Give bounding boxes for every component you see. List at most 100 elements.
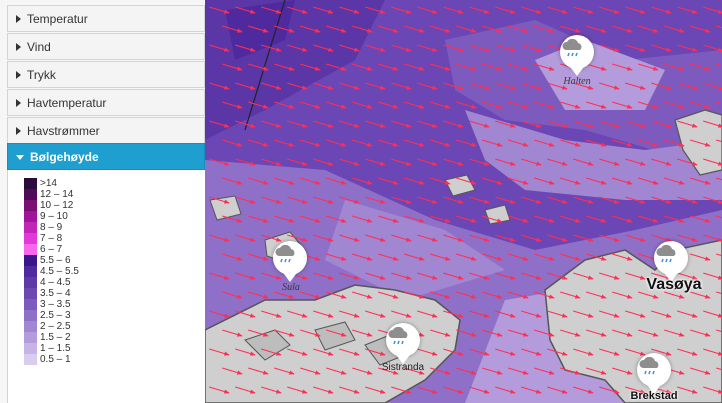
wave-arrow <box>248 253 269 261</box>
wave-arrow <box>287 120 308 128</box>
wave-arrow <box>599 158 620 166</box>
legend-swatch <box>24 244 37 255</box>
wave-arrow <box>443 310 464 318</box>
wave-arrow <box>625 272 646 280</box>
wave-arrow <box>287 158 308 166</box>
place-label-sula: Sula <box>282 282 300 293</box>
wave-arrow <box>716 291 722 295</box>
wave-arrow <box>300 101 321 109</box>
legend-row: 5.5 – 6 <box>24 255 205 266</box>
wave-arrow <box>404 139 425 147</box>
wave-arrow <box>287 386 308 394</box>
wave-arrow <box>534 215 555 223</box>
wave-arrow <box>300 139 321 147</box>
wave-arrow <box>313 6 334 14</box>
wave-arrow <box>235 120 256 128</box>
wave-arrow <box>651 120 672 128</box>
wave-arrow <box>222 367 243 375</box>
wave-arrow <box>365 82 386 90</box>
wave-arrow <box>703 348 722 356</box>
wave-arrow <box>599 120 620 128</box>
wave-arrow <box>690 139 711 147</box>
wave-arrow <box>378 253 399 261</box>
wave-arrow <box>326 291 347 299</box>
wave-arrow <box>560 101 581 109</box>
wave-arrow <box>521 82 542 90</box>
wave-arrow <box>339 82 360 90</box>
wave-arrow <box>378 177 399 185</box>
wave-arrow <box>508 139 529 147</box>
weather-marker-sula[interactable] <box>273 241 307 282</box>
layer-item-havtemperatur[interactable]: Havtemperatur <box>7 89 205 116</box>
wave-arrow <box>677 196 698 204</box>
wave-arrow <box>664 215 685 223</box>
wave-arrow <box>430 291 451 299</box>
wave-arrow <box>339 196 360 204</box>
wave-arrow <box>222 101 243 109</box>
weather-marker-halten[interactable] <box>560 35 594 76</box>
legend-swatch <box>24 332 37 343</box>
legend-swatch <box>24 299 37 310</box>
wave-arrow <box>274 215 295 223</box>
wave-arrow <box>560 367 581 375</box>
wave-height-map[interactable]: Halten Sula Sistranda Vasøya Brekstad <box>205 0 722 403</box>
wave-arrow <box>209 196 230 204</box>
wave-arrow <box>222 139 243 147</box>
layer-item-havstrommer[interactable]: Havstrømmer <box>7 117 205 144</box>
weather-marker-sistranda[interactable] <box>386 323 420 364</box>
wave-arrow <box>222 291 243 299</box>
wave-arrow <box>430 25 451 33</box>
layer-item-vind[interactable]: Vind <box>7 33 205 60</box>
wave-arrow <box>469 310 490 318</box>
wave-arrow <box>521 234 542 242</box>
wave-arrow <box>651 6 672 14</box>
wave-arrow <box>534 63 555 71</box>
legend-swatch <box>24 310 37 321</box>
wave-arrow <box>391 82 412 90</box>
wave-arrow <box>469 158 490 166</box>
wave-arrow <box>625 120 646 128</box>
wave-arrow <box>560 177 581 185</box>
wave-arrow <box>508 63 529 71</box>
layer-item-temperatur[interactable]: Temperatur <box>7 5 205 32</box>
wave-arrow <box>534 291 555 299</box>
wave-arrow <box>586 215 607 223</box>
wave-arrow <box>469 234 490 242</box>
wave-arrow <box>313 44 334 52</box>
rain-cloud-icon <box>388 326 408 345</box>
wave-arrow <box>287 196 308 204</box>
wave-arrow <box>482 291 503 299</box>
legend-label: 8 – 9 <box>40 222 63 233</box>
wave-arrow <box>573 82 594 90</box>
wave-arrow <box>248 177 269 185</box>
wave-arrow <box>274 177 295 185</box>
wave-arrow <box>612 291 633 299</box>
wave-arrow <box>378 25 399 33</box>
wave-arrow <box>365 234 386 242</box>
wave-arrow <box>417 234 438 242</box>
wave-arrow <box>495 310 516 318</box>
wave-arrow <box>287 348 308 356</box>
wave-arrow <box>586 291 607 299</box>
wave-arrow <box>612 329 633 337</box>
wave-arrow <box>586 101 607 109</box>
layer-item-trykk[interactable]: Trykk <box>7 61 205 88</box>
weather-marker-vasoya[interactable] <box>654 241 688 282</box>
wave-arrow <box>209 158 230 166</box>
wave-arrow <box>599 386 620 394</box>
wave-arrow <box>508 253 529 261</box>
wave-arrow <box>547 158 568 166</box>
wave-arrow <box>443 196 464 204</box>
wave-arrow <box>430 329 451 337</box>
wave-arrow <box>612 63 633 71</box>
wave-arrow <box>625 6 646 14</box>
weather-marker-brekstad[interactable] <box>637 353 671 394</box>
legend-swatch <box>24 266 37 277</box>
legend-row: 4.5 – 5.5 <box>24 266 205 277</box>
legend-label: 10 – 12 <box>40 200 74 211</box>
wave-arrow <box>534 25 555 33</box>
wave-arrow <box>417 120 438 128</box>
layer-item-bolgehoyde[interactable]: Bølgehøyde <box>7 143 205 170</box>
wave-arrow <box>560 139 581 147</box>
wave-arrow <box>521 120 542 128</box>
